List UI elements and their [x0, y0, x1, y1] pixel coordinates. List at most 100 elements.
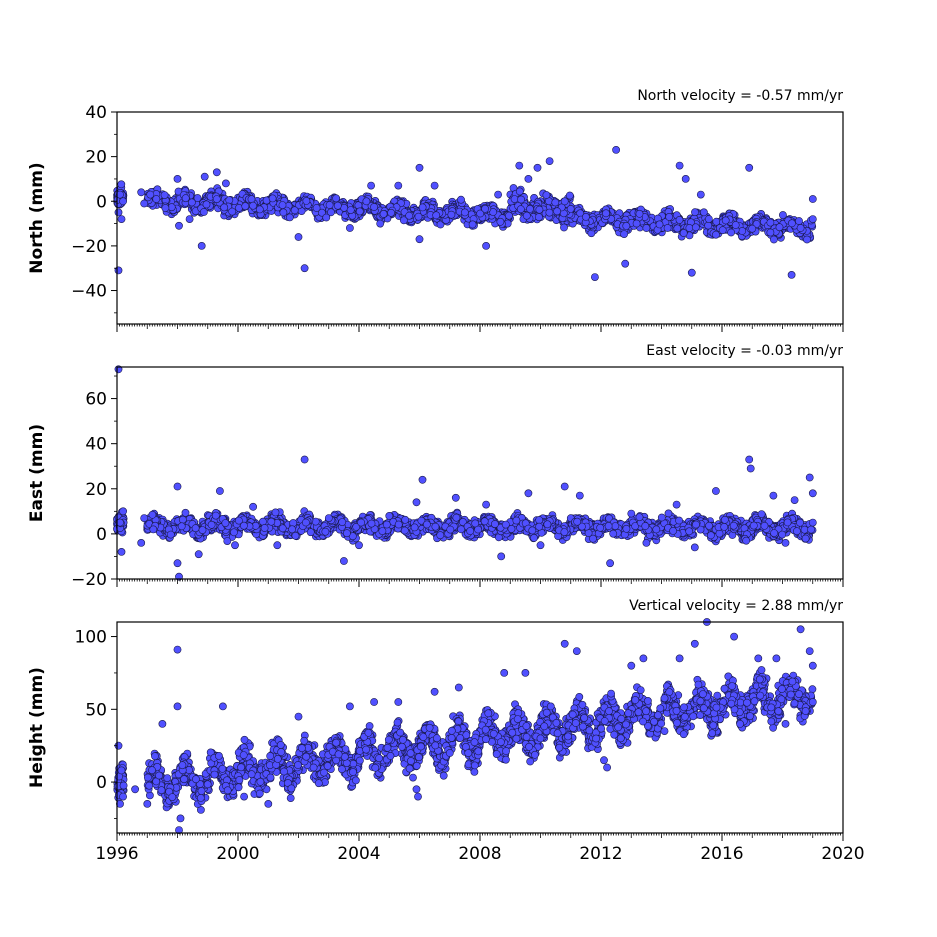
north-band-point [212, 195, 221, 203]
north-band-point [673, 224, 682, 233]
east-band-point [181, 508, 190, 517]
north-band-point [199, 208, 208, 216]
north-band-point [457, 195, 465, 204]
north-band-point [370, 203, 378, 211]
north-band-point [379, 209, 388, 218]
north-band-point [516, 205, 525, 214]
north-band-point [779, 211, 787, 219]
north-band-point [418, 203, 427, 212]
north-data-point [560, 197, 569, 206]
north-data-point [675, 161, 684, 170]
north-data-point [430, 181, 439, 190]
north-y-tick-label: 0 [96, 192, 107, 212]
north-data-point [808, 195, 817, 203]
north-band-point [718, 226, 727, 235]
north-band-point [517, 195, 525, 204]
north-band-point [535, 205, 544, 214]
north-band-point [566, 204, 575, 213]
north-data-point [582, 212, 590, 221]
north-data-point [681, 174, 690, 183]
north-band-point [302, 196, 311, 205]
north-band-point [545, 208, 554, 217]
north-data-point [212, 168, 221, 177]
north-band-point [225, 196, 234, 205]
north-y-tick-label: 20 [85, 148, 107, 168]
north-band-point [414, 212, 423, 221]
north-band-point [187, 198, 196, 207]
north-band-point [332, 194, 340, 203]
north-velocity-label: North velocity = -0.57 mm/yr [637, 88, 843, 104]
north-data-point [766, 228, 775, 237]
north-band-point [346, 206, 355, 214]
north-data-point [494, 190, 502, 199]
north-band-point [788, 219, 796, 228]
north-y-tick-label: −20 [71, 237, 107, 257]
north-band-point [738, 227, 747, 235]
north-band-point [766, 218, 775, 227]
north-band-point [202, 200, 211, 209]
north-scatter [113, 145, 817, 281]
north-data-point [197, 241, 206, 250]
north-band-point [635, 209, 644, 218]
north-data-point [515, 161, 524, 170]
north-data-point [612, 145, 620, 154]
north-band-point [602, 209, 610, 218]
north-data-point [175, 221, 183, 230]
north-band-point [712, 217, 721, 226]
north-data-point [696, 190, 705, 199]
north-band-point [553, 207, 561, 216]
north-data-point [745, 163, 754, 172]
north-band-point [220, 203, 229, 212]
north-band-point [117, 180, 126, 189]
north-band-point [731, 221, 740, 229]
north-data-point [591, 273, 599, 281]
north-band-point [620, 230, 628, 238]
north-band-point [481, 204, 489, 213]
north-data-point [152, 195, 161, 203]
north-band-point [565, 191, 574, 200]
north-data-point [796, 224, 805, 232]
north-band-point [679, 229, 688, 237]
north-band-point [241, 202, 250, 211]
north-data-point [787, 270, 796, 279]
north-data-point [345, 224, 354, 232]
north-data-point [376, 219, 385, 228]
north-y-axis-label: North (mm) [27, 162, 47, 273]
north-data-point [312, 204, 321, 212]
north-data-point [137, 188, 146, 197]
north-data-point [712, 230, 720, 239]
north-data-point [300, 264, 309, 273]
north-band-point [675, 215, 684, 224]
north-data-point [185, 215, 194, 223]
north-band-point [632, 219, 641, 228]
north-data-point [524, 174, 533, 183]
north-band-point [542, 191, 551, 199]
north-band-point [278, 201, 287, 209]
north-data-point [808, 215, 817, 223]
north-band-point [255, 205, 264, 214]
north-band-point [721, 216, 730, 225]
north-data-point [415, 235, 424, 244]
north-data-point [221, 179, 230, 188]
north-data-point [545, 157, 554, 165]
north-data-point [415, 163, 424, 172]
north-band-point [322, 213, 331, 222]
north-band-point [268, 194, 277, 203]
north-y-tick-label: −40 [71, 282, 107, 302]
north-band-point [447, 210, 456, 219]
north-data-point [482, 241, 490, 250]
north-band-point [247, 195, 256, 204]
north-data-point [119, 197, 127, 206]
north-data-point [687, 268, 696, 277]
north-band-point [803, 235, 811, 244]
north-band-point [387, 208, 395, 217]
north-band-point [522, 211, 531, 220]
north-band-point [510, 195, 519, 203]
north-data-point [249, 201, 257, 210]
north-band-point [685, 224, 694, 232]
north-band-point [551, 198, 560, 207]
north-data-point [117, 215, 126, 223]
east-scatter [113, 365, 817, 581]
